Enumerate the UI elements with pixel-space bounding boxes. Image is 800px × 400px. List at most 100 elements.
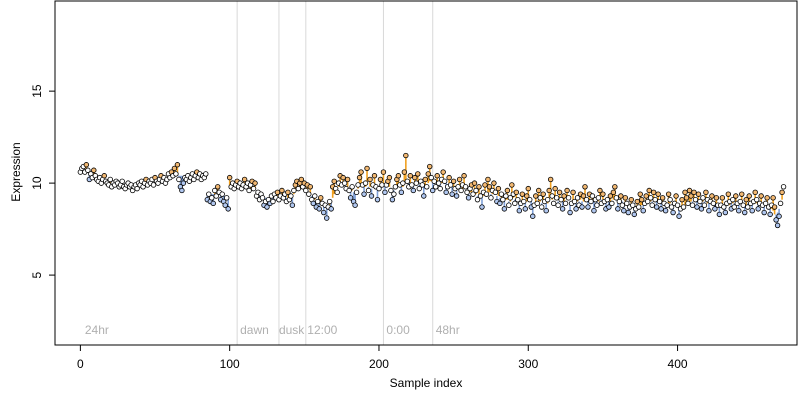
data-point — [639, 196, 645, 203]
data-point — [570, 189, 576, 196]
data-point — [453, 193, 460, 199]
data-point — [776, 213, 782, 219]
data-point — [701, 202, 708, 208]
data-point — [600, 191, 606, 197]
data-point — [355, 182, 361, 188]
data-point — [246, 187, 252, 194]
data-point — [740, 202, 746, 208]
data-point — [306, 191, 312, 197]
data-point — [83, 162, 90, 168]
data-point — [749, 208, 755, 214]
data-point — [730, 196, 736, 203]
region-label: 24hr — [85, 323, 109, 337]
data-point — [637, 191, 643, 197]
data-point — [328, 206, 334, 212]
data-point — [365, 187, 372, 194]
data-point — [450, 178, 457, 184]
data-point — [719, 195, 726, 201]
data-point — [621, 208, 627, 214]
data-point — [483, 191, 490, 197]
data-point — [470, 191, 476, 197]
data-point — [668, 204, 675, 210]
data-point — [591, 208, 597, 214]
data-point — [653, 204, 660, 210]
data-point — [382, 189, 388, 196]
data-point — [331, 178, 337, 184]
data-point — [361, 191, 367, 197]
data-point — [752, 189, 758, 196]
region-divider-lines — [236, 1, 434, 345]
data-point — [440, 169, 446, 175]
data-point — [270, 198, 276, 205]
region-label: dusk — [279, 323, 305, 337]
data-point — [645, 198, 651, 205]
data-point — [424, 184, 430, 190]
data-point — [212, 187, 218, 194]
data-point — [259, 195, 266, 201]
data-point — [547, 176, 554, 183]
data-point — [565, 195, 572, 201]
data-point — [485, 176, 491, 183]
data-point — [416, 185, 422, 192]
data-point — [758, 193, 764, 199]
data-point — [380, 169, 387, 175]
data-point — [679, 196, 685, 203]
data-point — [712, 206, 718, 212]
data-point — [206, 191, 212, 197]
data-point — [391, 191, 397, 197]
data-point — [376, 185, 382, 192]
data-point — [437, 185, 443, 192]
data-point — [379, 182, 385, 188]
data-point — [555, 202, 561, 208]
data-point — [279, 187, 285, 194]
data-point — [736, 208, 742, 214]
x-tick-label: 200 — [369, 357, 389, 371]
data-point — [503, 193, 509, 199]
data-point — [612, 184, 618, 190]
data-point — [241, 176, 248, 183]
data-point — [474, 196, 481, 203]
data-point — [753, 196, 760, 203]
y-tick-label: 5 — [30, 271, 44, 278]
data-point — [722, 209, 729, 216]
data-point — [700, 195, 706, 201]
data-point — [353, 189, 360, 196]
data-point — [609, 200, 615, 207]
data-point — [425, 171, 431, 177]
data-point — [455, 184, 461, 190]
data-point — [344, 176, 351, 183]
data-point — [134, 185, 140, 192]
data-point — [550, 200, 557, 207]
data-point — [745, 204, 751, 210]
data-point — [213, 193, 219, 199]
data-point — [643, 193, 649, 199]
data-point — [250, 185, 257, 192]
data-point — [777, 200, 784, 207]
data-point — [549, 193, 555, 199]
data-point — [219, 191, 225, 197]
y-axis: 5 10 15 — [30, 84, 56, 278]
data-point — [318, 195, 324, 201]
data-point — [498, 191, 505, 197]
x-axis: 0 100 200 300 400 — [77, 344, 688, 371]
data-point — [316, 206, 322, 212]
data-point — [688, 193, 694, 199]
region-labels: 24hr dawn dusk 12:00 0:00 48hr — [85, 323, 460, 337]
data-point — [743, 196, 749, 203]
data-point — [462, 184, 469, 190]
data-point — [176, 176, 182, 183]
data-point — [471, 180, 478, 186]
data-point — [225, 206, 231, 212]
data-point — [709, 193, 715, 199]
data-point — [315, 198, 321, 205]
data-point — [546, 187, 552, 194]
data-point — [562, 200, 569, 207]
data-point — [504, 187, 511, 194]
data-point — [552, 185, 558, 192]
y-axis-title: Expression — [9, 142, 23, 201]
data-point — [392, 184, 399, 190]
data-point — [515, 196, 521, 203]
data-point — [386, 174, 393, 181]
data-point — [223, 195, 230, 201]
